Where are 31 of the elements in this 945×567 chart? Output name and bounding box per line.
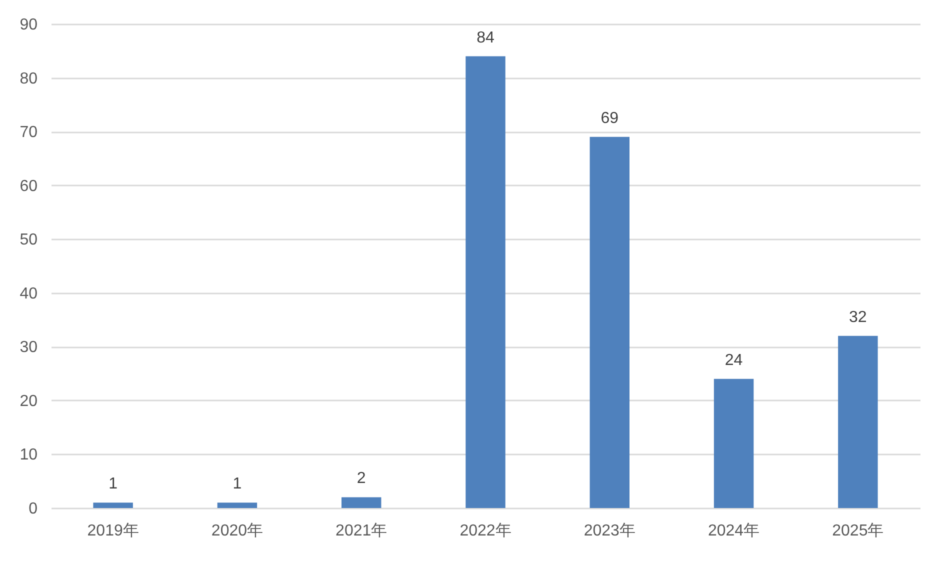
y-tick-label: 60 <box>20 178 38 195</box>
y-tick-label: 70 <box>20 124 38 142</box>
bar <box>466 56 506 508</box>
x-tick-label: 2024年 <box>708 522 760 540</box>
bar <box>838 336 878 508</box>
x-tick-label: 2020年 <box>211 522 264 540</box>
y-tick-label: 40 <box>20 285 38 302</box>
bar <box>341 497 382 508</box>
bar <box>714 378 754 508</box>
data-label: 2 <box>356 470 366 488</box>
data-label: 84 <box>476 29 494 46</box>
y-tick-label: 0 <box>28 500 38 518</box>
data-label: 24 <box>724 352 743 369</box>
data-label: 1 <box>232 476 242 493</box>
x-tick-label: 2025年 <box>832 522 884 540</box>
data-label: 69 <box>600 110 619 127</box>
y-tick-label: 90 <box>20 16 38 34</box>
bar <box>590 136 630 508</box>
y-tick-label: 20 <box>20 392 38 410</box>
x-tick-label: 2023年 <box>584 522 636 540</box>
x-tick-label: 2019年 <box>87 522 139 540</box>
bar <box>217 502 258 508</box>
data-label: 1 <box>108 476 118 493</box>
bar <box>93 502 133 508</box>
data-label: 32 <box>849 308 867 326</box>
y-tick-label: 30 <box>20 339 38 356</box>
x-tick-label: 2021年 <box>336 522 388 540</box>
y-tick-label: 10 <box>20 446 38 464</box>
y-tick-label: 50 <box>20 232 38 249</box>
x-tick-label: 2022年 <box>460 522 512 540</box>
y-tick-label: 80 <box>20 70 38 88</box>
